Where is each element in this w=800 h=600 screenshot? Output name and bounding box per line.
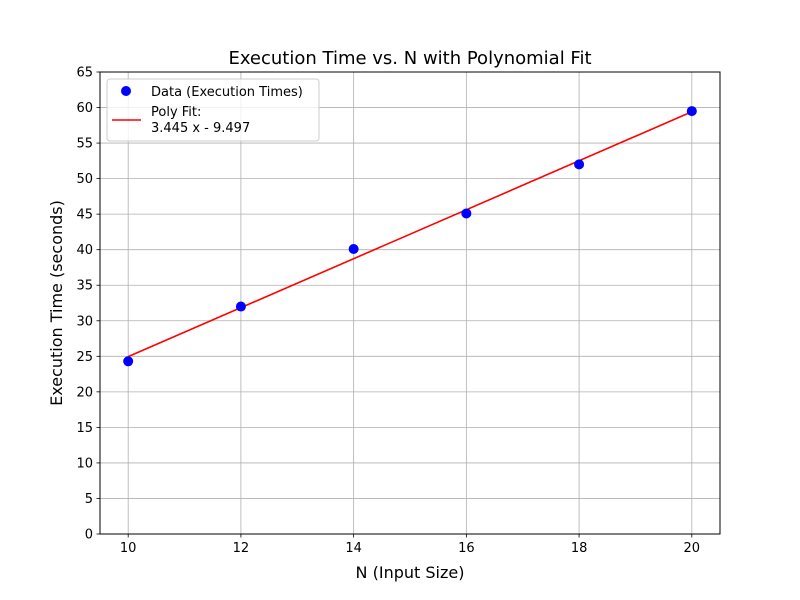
y-tick-label: 40 <box>76 243 93 258</box>
x-tick-label: 18 <box>571 541 588 556</box>
legend-box <box>106 78 320 142</box>
data-point <box>686 106 697 117</box>
y-tick-label: 55 <box>76 137 93 152</box>
legend-label-fit-equation: 3.445 x - 9.497 <box>151 121 250 136</box>
y-tick-label: 25 <box>76 350 93 365</box>
plot-series <box>123 106 697 367</box>
x-tick-label: 16 <box>458 541 475 556</box>
y-tick-label: 50 <box>76 172 93 187</box>
x-tick-label: 10 <box>120 541 137 556</box>
x-tick-label: 12 <box>233 541 250 556</box>
y-tick-label: 65 <box>76 66 93 81</box>
data-point <box>574 159 585 170</box>
y-tick-label: 35 <box>76 279 93 294</box>
legend-marker-data <box>121 86 131 96</box>
y-tick-label: 60 <box>76 101 93 116</box>
axis-ticks: 10 12 14 16 18 20 0 5 10 15 20 25 30 35 40 45 50 55 60 65 <box>76 66 700 557</box>
legend-label-data: Data (Execution Times) <box>151 85 303 100</box>
y-axis-label: Execution Time (seconds) <box>47 200 66 406</box>
y-tick-label: 0 <box>85 528 93 543</box>
chart-title: Execution Time vs. N with Polynomial Fit <box>228 48 591 69</box>
data-point <box>461 208 472 219</box>
y-tick-label: 5 <box>85 492 93 507</box>
x-axis-label: N (Input Size) <box>356 563 465 582</box>
y-tick-label: 20 <box>76 385 93 400</box>
y-tick-label: 10 <box>76 456 93 471</box>
data-point <box>123 356 134 367</box>
data-point <box>235 301 246 312</box>
data-point <box>348 243 359 254</box>
fit-line <box>127 111 693 358</box>
plot-frame <box>99 71 721 535</box>
y-tick-label: 45 <box>76 208 93 223</box>
legend-label-fit: Poly Fit: <box>151 105 201 120</box>
y-tick-label: 15 <box>76 421 93 436</box>
y-tick-label: 30 <box>76 314 93 329</box>
x-tick-label: 14 <box>345 541 362 556</box>
legend: Data (Execution Times) Poly Fit: 3.445 x… <box>106 78 320 142</box>
x-tick-label: 20 <box>684 541 701 556</box>
